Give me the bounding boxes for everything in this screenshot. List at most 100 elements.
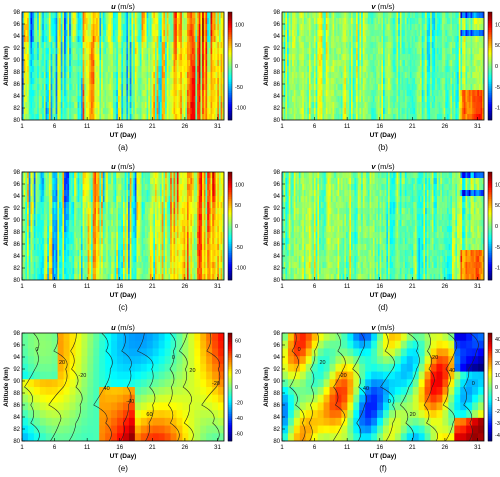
y-tick-label: 94 [273,194,280,200]
y-tick-label: 96 [273,22,280,28]
colorbar-tick-label: 40 [235,354,241,360]
colorbar-tick-label: 40 [495,337,500,343]
x-tick-label: 21 [149,445,156,451]
contour-label: -40 [126,399,134,405]
y-axis-label: Altitude (km) [3,367,10,407]
panel-title: v (m/s) [371,2,395,11]
colorbar-tick-label: -40 [235,416,243,422]
colorbar-tick-label: -100 [235,106,246,112]
panel-e: 020-2040-4060020-20808284868890929496981… [3,323,243,473]
y-tick-label: 96 [13,22,20,28]
colorbar-tick-label: -50 [495,245,500,251]
x-tick-label: 16 [376,284,383,290]
y-tick-label: 90 [273,58,280,64]
colorbar-tick-label: -50 [495,85,500,91]
heatmap-field: 0 20 -20 40 0 20 -20 40 0 [282,333,484,441]
x-tick-label: 6 [313,445,317,451]
panel-caption: (e) [118,464,128,473]
colorbar-tick-label: 100 [235,182,244,188]
y-tick-label: 86 [13,82,20,88]
y-tick-label: 92 [13,367,20,373]
colorbar-tick-label: 50 [235,43,241,49]
contour-label: 0 [472,381,475,387]
colorbar-tick-label: 20 [235,370,241,376]
contour-label: 40 [449,368,455,374]
y-axis-label: Altitude (km) [263,46,270,86]
colorbar-tick-label: -20 [495,409,500,415]
y-tick-label: 82 [273,106,280,112]
x-tick-label: 6 [313,124,317,130]
x-tick-label: 26 [182,445,189,451]
y-tick-label: 94 [13,355,20,361]
y-axis-label: Altitude (km) [3,46,10,86]
y-tick-label: 96 [273,182,280,188]
x-tick-label: 6 [53,284,57,290]
y-tick-label: 80 [13,118,20,124]
contour-label: -20 [339,373,347,379]
x-tick-label: 31 [214,124,221,130]
y-tick-label: 88 [273,230,280,236]
colorbar-tick-label: 60 [235,339,241,345]
x-tick-label: 21 [149,124,156,130]
contour-label: -20 [430,355,438,361]
y-tick-label: 82 [13,266,20,272]
colorbar-tick-label: 20 [495,361,500,367]
x-tick-label: 16 [376,124,383,130]
heatmap-field [282,172,484,280]
colorbar-tick-label: 0 [235,64,238,70]
contour-label: 40 [363,386,369,392]
x-tick-label: 6 [53,124,57,130]
contour-label: 20 [320,360,326,366]
plot-frame [281,11,485,121]
x-axis-label: UT (Day) [110,292,137,299]
plot-frame [21,332,225,442]
y-axis-label: Altitude (km) [263,206,270,246]
colorbar: 60 40 20 0 -20 -40 -60 [227,332,243,442]
y-tick-label: 92 [273,206,280,212]
contour-label: 0 [35,347,38,353]
y-tick-label: 90 [13,379,20,385]
contour-label: 0 [172,355,175,361]
plot-frame [281,171,485,281]
y-tick-label: 88 [273,70,280,76]
panel-caption: (c) [118,303,128,312]
colorbar-tick-label: 50 [495,43,500,49]
title-unit: (m/s) [116,323,136,332]
y-tick-label: 88 [13,70,20,76]
x-tick-label: 11 [344,124,351,130]
heatmap-field [282,12,484,120]
y-tick-label: 84 [273,254,280,260]
panel-title: v (m/s) [371,323,395,332]
y-tick-label: 92 [13,46,20,52]
y-tick-label: 84 [13,94,20,100]
contour-label: 20 [59,360,65,366]
y-tick-label: 84 [13,254,20,260]
plot-frame [21,171,225,281]
contour-label: 0 [298,347,301,353]
y-tick-label: 98 [13,170,20,176]
colorbar: 100 50 0 -50 -100 [227,171,246,281]
y-tick-label: 80 [273,278,280,284]
panel-title: u (m/s) [111,2,135,11]
x-tick-label: 26 [442,284,449,290]
y-tick-label: 94 [273,34,280,40]
y-axis-label: Altitude (km) [3,206,10,246]
y-tick-label: 98 [273,10,280,16]
y-tick-label: 82 [273,266,280,272]
x-axis-label: UT (Day) [110,132,137,139]
y-tick-label: 98 [13,10,20,16]
title-variable: u [111,323,116,332]
x-tick-label: 21 [409,124,416,130]
y-tick-label: 80 [273,118,280,124]
y-tick-label: 86 [273,82,280,88]
title-variable: u [111,2,116,11]
x-tick-label: 26 [442,445,449,451]
y-tick-label: 80 [13,278,20,284]
y-tick-label: 80 [13,439,20,445]
colorbar: 100 50 0 -50 -100 [487,171,500,281]
colorbar-tick-label: 10 [495,373,500,379]
title-variable: v [371,162,376,171]
